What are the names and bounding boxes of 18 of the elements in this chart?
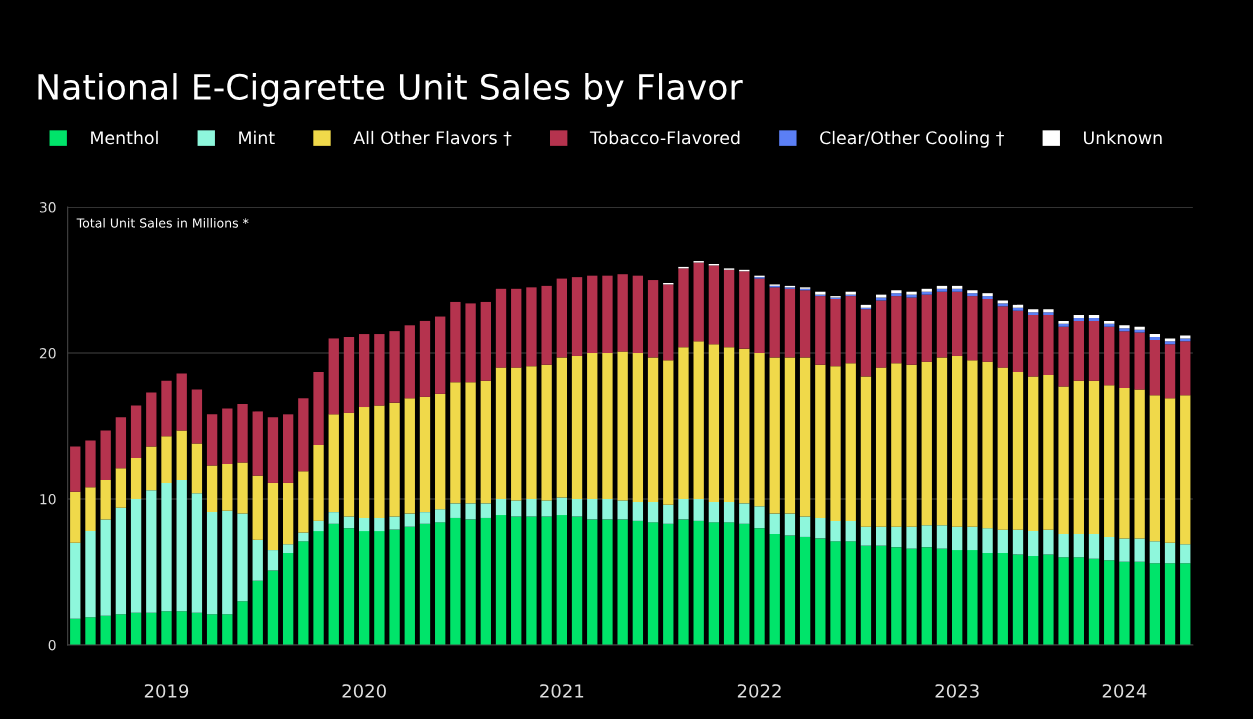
- x-tick-label: 2021: [540, 684, 584, 698]
- legend-label: Menthol: [91, 130, 158, 145]
- x-tick-label: 2024: [1102, 684, 1147, 698]
- y-tick-label: 30: [39, 202, 56, 213]
- y-axis-title: Total Unit Sales in Millions *: [76, 218, 249, 228]
- y-tick-label: 10: [40, 493, 56, 505]
- y-tick-label: 0: [48, 639, 56, 651]
- x-tick-label: 2020: [342, 684, 386, 698]
- x-tick-label: 2019: [144, 684, 189, 698]
- legend-label: Tobacco-Flavored: [589, 130, 740, 145]
- legend-label: All Other Flavors †: [353, 130, 512, 146]
- legend-label: Unknown: [1084, 130, 1162, 145]
- x-tick-label: 2023: [935, 684, 979, 698]
- x-tick-label: 2022: [737, 684, 781, 698]
- chart-title: National E-Cigarette Unit Sales by Flavor: [38, 73, 743, 107]
- legend-label: Mint: [239, 130, 275, 145]
- y-tick-label: 20: [39, 348, 56, 359]
- legend-label: Clear/Other Cooling †: [820, 130, 1004, 148]
